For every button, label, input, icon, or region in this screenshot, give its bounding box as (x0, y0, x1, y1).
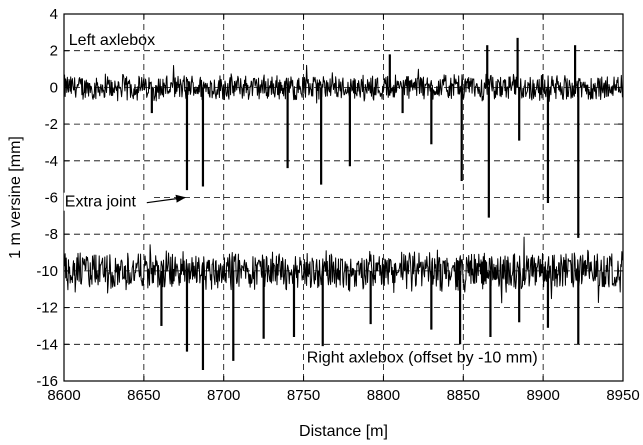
annotation-arrow (146, 194, 186, 204)
y-tick-label: -16 (36, 373, 58, 390)
tick-layer: 8600 8650 8700 8750 8800 8850 8900 8950 -16 -14 -1… (36, 6, 639, 404)
y-tick-label: 4 (50, 6, 58, 23)
x-tick-label: 8950 (606, 387, 639, 404)
y-tick-label: -14 (36, 336, 58, 353)
series-layer (63, 37, 623, 370)
y-tick-label: -6 (45, 190, 58, 207)
annotation-backdrop (63, 192, 152, 211)
annotation-label: Left axlebox (69, 32, 155, 49)
y-axis-title: 1 m versine [mm] (7, 136, 24, 259)
annotation-layer: Left axlebox Extra joint Right axlebox (of… (63, 32, 538, 367)
y-tick-label: -2 (45, 116, 58, 133)
x-tick-label: 8650 (127, 387, 160, 404)
series-trace-right-axlebox (63, 236, 623, 304)
x-tick-label: 8600 (47, 387, 80, 404)
x-tick-label: 8750 (287, 387, 320, 404)
y-tick-label: -8 (45, 226, 58, 243)
y-tick-label: -12 (36, 300, 58, 317)
series-trace-left-axlebox (63, 64, 623, 104)
x-tick-label: 8900 (526, 387, 559, 404)
annotation-label: Right axlebox (offset by -10 mm) (307, 350, 538, 367)
y-tick-label: 2 (50, 43, 58, 60)
x-axis-title: Distance [m] (299, 423, 388, 440)
y-tick-label: -10 (36, 263, 58, 280)
y-tick-label: 0 (50, 79, 58, 96)
x-tick-label: 8850 (447, 387, 480, 404)
y-tick-label: -4 (45, 153, 58, 170)
x-tick-label: 8700 (207, 387, 240, 404)
x-tick-label: 8800 (367, 387, 400, 404)
annotation-label: Extra joint (65, 194, 137, 211)
